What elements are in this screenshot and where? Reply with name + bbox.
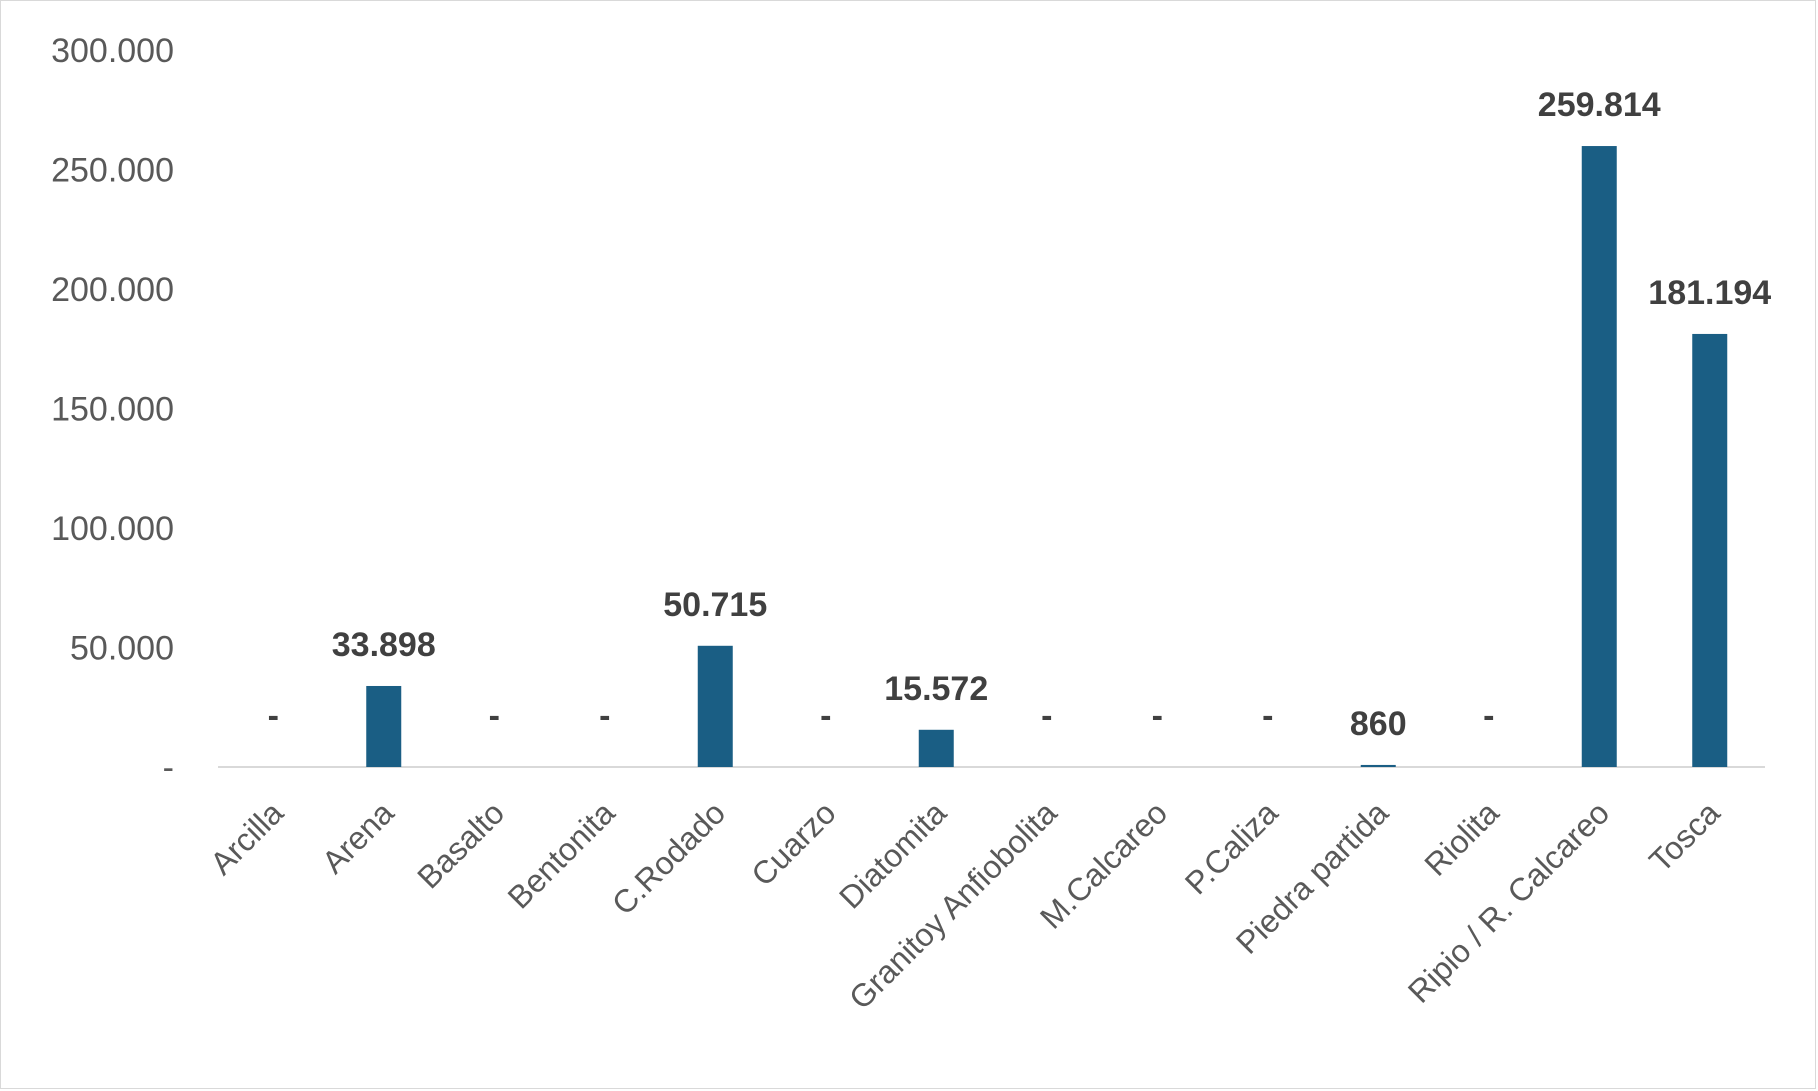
data-label: - bbox=[1262, 697, 1273, 735]
bar bbox=[1360, 764, 1396, 767]
y-tick-label: 150.000 bbox=[51, 391, 174, 429]
data-label: 33.898 bbox=[332, 626, 436, 664]
bar bbox=[1581, 146, 1617, 767]
bar bbox=[1692, 333, 1728, 767]
bar bbox=[366, 685, 402, 767]
x-tick-label: Basalto bbox=[410, 794, 511, 895]
y-tick-label: 100.000 bbox=[51, 510, 174, 548]
y-tick-label: - bbox=[163, 749, 174, 787]
x-tick-label: Bentonita bbox=[501, 794, 622, 915]
data-label: 15.572 bbox=[884, 670, 988, 708]
data-label: - bbox=[599, 697, 610, 735]
x-tick-label: P.Caliza bbox=[1178, 794, 1285, 901]
y-tick-label: 250.000 bbox=[51, 152, 174, 190]
data-label: - bbox=[1041, 697, 1052, 735]
data-label: 860 bbox=[1350, 705, 1407, 743]
data-label: - bbox=[268, 697, 279, 735]
data-label: - bbox=[820, 697, 831, 735]
x-tick-label: Arena bbox=[315, 794, 401, 880]
y-tick-label: 200.000 bbox=[51, 271, 174, 309]
x-tick-label: Tosca bbox=[1642, 794, 1727, 879]
y-tick-label: 50.000 bbox=[70, 630, 174, 668]
bar bbox=[918, 729, 954, 767]
bar-series bbox=[366, 146, 1728, 767]
bar bbox=[697, 645, 733, 767]
x-tick-label: Granitoy Anfiobolita bbox=[842, 794, 1064, 1016]
x-tick-label: Ripio / R. Calcareo bbox=[1401, 794, 1616, 1009]
x-tick-label: Riolita bbox=[1417, 794, 1505, 882]
x-tick-label: Cuarzo bbox=[744, 794, 842, 892]
y-tick-label: 300.000 bbox=[51, 32, 174, 70]
x-tick-label: C.Rodado bbox=[605, 794, 732, 921]
x-tick-label: Arcilla bbox=[203, 794, 290, 881]
data-labels: - 33.898 - - 50.715 - 15.572 - - - 860 - 259.814 181.… bbox=[268, 86, 1772, 743]
data-label: 259.814 bbox=[1538, 86, 1661, 124]
data-label: 181.194 bbox=[1648, 274, 1771, 312]
data-label: - bbox=[1483, 697, 1494, 735]
data-label: 50.715 bbox=[663, 586, 767, 624]
data-label: - bbox=[489, 697, 500, 735]
data-label: - bbox=[1152, 697, 1163, 735]
y-axis-tick-labels: - 50.000 100.000 150.000 200.000 250.000 300.0… bbox=[51, 32, 174, 787]
